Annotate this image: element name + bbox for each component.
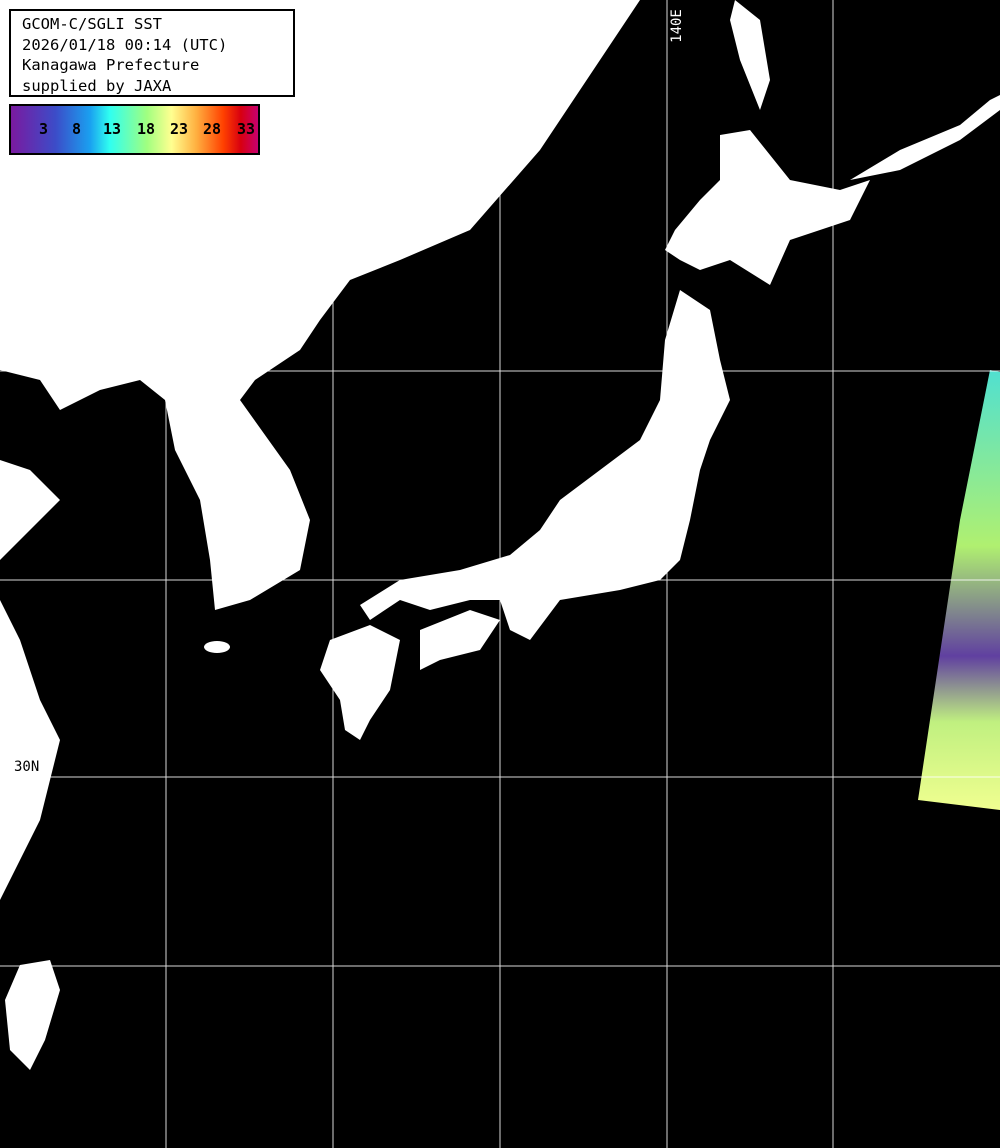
taiwan — [5, 960, 60, 1070]
title-product: GCOM-C/SGLI SST — [22, 15, 162, 33]
lon-label-140e: 140E — [668, 9, 685, 43]
scale-tick: 13 — [103, 120, 122, 138]
sakhalin-russia — [730, 0, 770, 110]
color-scale-bar: 3 8 13 18 23 28 33 — [8, 103, 261, 156]
title-region: Kanagawa Prefecture — [22, 56, 200, 74]
shikoku — [420, 610, 500, 670]
kuril — [850, 95, 1000, 180]
title-box: GCOM-C/SGLI SST 2026/01/18 00:14 (UTC) K… — [8, 8, 296, 98]
scale-tick: 18 — [137, 120, 156, 138]
scale-tick: 23 — [170, 120, 189, 138]
sst-swath — [918, 370, 1000, 810]
jeju — [204, 641, 230, 653]
title-datetime: 2026/01/18 00:14 (UTC) — [22, 35, 228, 54]
china-coast — [0, 460, 60, 560]
lat-label-40n: 40N — [14, 352, 40, 368]
lat-label-30n: 30N — [14, 759, 40, 775]
scale-tick: 3 — [39, 120, 49, 138]
china-east — [0, 600, 60, 900]
scale-tick: 33 — [237, 120, 256, 138]
title-credit: supplied by JAXA — [22, 76, 172, 95]
scale-tick: 28 — [203, 120, 222, 138]
scale-tick: 8 — [72, 120, 82, 138]
kyushu — [320, 625, 400, 740]
island — [398, 127, 422, 163]
honshu — [360, 290, 730, 640]
hokkaido — [665, 130, 870, 285]
